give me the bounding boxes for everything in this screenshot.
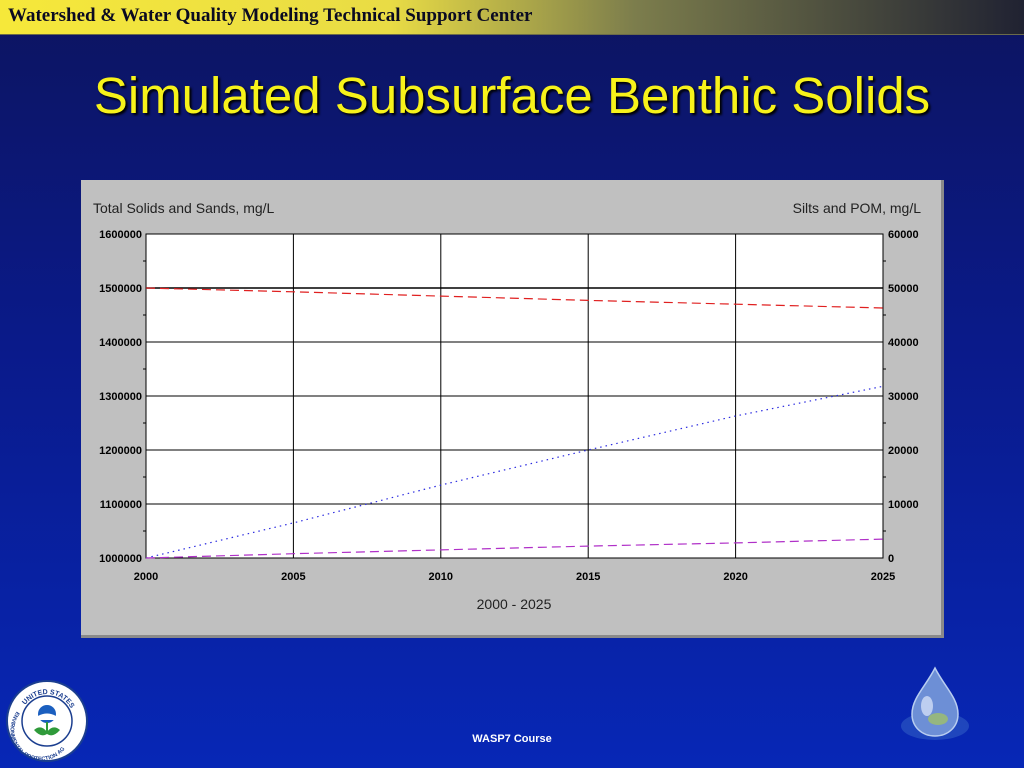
line-chart: Total Solids and Sands, mg/L Silts and P… — [93, 200, 922, 612]
y-right-tick-label: 60000 — [888, 229, 919, 241]
chart-panel: Total Solids and Sands, mg/L Silts and P… — [81, 180, 944, 638]
y-left-tick-label: 1000000 — [99, 553, 142, 565]
header-banner: Watershed & Water Quality Modeling Techn… — [0, 0, 1024, 35]
x-tick-label: 2000 — [134, 571, 158, 583]
x-tick-label: 2005 — [281, 571, 305, 583]
y-axis-right-label: Silts and POM, mg/L — [793, 200, 922, 216]
slide-title: Simulated Subsurface Benthic Solids — [93, 67, 931, 124]
y-right-tick-label: 50000 — [888, 283, 919, 295]
epa-seal-logo: UNITED STATES ENVIRONMENTAL PROTECTION A… — [6, 680, 88, 762]
series-line-2 — [145, 287, 884, 309]
y-axis-left-label: Total Solids and Sands, mg/L — [93, 200, 275, 216]
y-right-tick-label: 30000 — [888, 391, 919, 403]
x-tick-label: 2015 — [576, 571, 600, 583]
x-axis-label: 2000 - 2025 — [477, 596, 552, 612]
y-left-tick-label: 1200000 — [99, 445, 142, 457]
y-right-tick-label: 40000 — [888, 337, 919, 349]
banner-title: Watershed & Water Quality Modeling Techn… — [8, 5, 533, 26]
x-tick-label: 2010 — [429, 571, 453, 583]
y-left-tick-label: 1300000 — [99, 391, 142, 403]
series-line-4 — [145, 538, 884, 559]
y-left-tick-label: 1500000 — [99, 283, 142, 295]
y-right-tick-label: 0 — [888, 553, 894, 565]
y-left-tick-label: 1400000 — [99, 337, 142, 349]
y-left-tick-label: 1600000 — [99, 229, 142, 241]
y-right-tick-label: 10000 — [888, 499, 919, 511]
y-left-tick-label: 1100000 — [100, 499, 142, 511]
y-right-tick-label: 20000 — [888, 445, 919, 457]
water-drop-icon — [901, 666, 969, 740]
x-tick-label: 2025 — [871, 571, 895, 583]
footer-course-label: WASP7 Course — [472, 733, 552, 745]
x-tick-label: 2020 — [723, 571, 747, 583]
